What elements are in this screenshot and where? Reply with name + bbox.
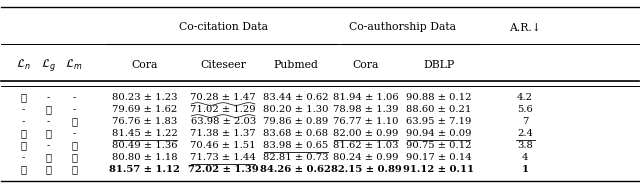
Text: 81.57 ± 1.12: 81.57 ± 1.12 — [109, 165, 180, 174]
Text: 90.94 ± 0.09: 90.94 ± 0.09 — [406, 129, 471, 138]
Text: -: - — [21, 105, 25, 114]
Text: 63.95 ± 7.19: 63.95 ± 7.19 — [406, 117, 471, 126]
Text: ✓: ✓ — [71, 117, 77, 126]
Text: 79.86 ± 0.89: 79.86 ± 0.89 — [263, 117, 328, 126]
Text: -: - — [47, 93, 50, 102]
Text: 63.98 ± 2.03: 63.98 ± 2.03 — [191, 117, 256, 126]
Text: ✓: ✓ — [20, 129, 26, 138]
Text: 1: 1 — [522, 165, 529, 174]
Text: -: - — [21, 117, 25, 126]
Text: DBLP: DBLP — [423, 60, 454, 70]
Text: Cora: Cora — [353, 60, 379, 70]
Text: 83.44 ± 0.62: 83.44 ± 0.62 — [263, 93, 328, 102]
Text: 4: 4 — [522, 153, 529, 162]
Text: Pubmed: Pubmed — [273, 60, 318, 70]
Text: Citeseer: Citeseer — [200, 60, 246, 70]
Text: 82.81 ± 0.73: 82.81 ± 0.73 — [263, 153, 328, 162]
Text: ✓: ✓ — [71, 141, 77, 150]
Text: $\mathcal{L}_m$: $\mathcal{L}_m$ — [65, 58, 83, 72]
Text: ✓: ✓ — [20, 165, 26, 174]
Text: 80.24 ± 0.99: 80.24 ± 0.99 — [333, 153, 399, 162]
Text: ✓: ✓ — [71, 153, 77, 162]
Text: 82.00 ± 0.99: 82.00 ± 0.99 — [333, 129, 399, 138]
Text: Cora: Cora — [132, 60, 158, 70]
Text: 7: 7 — [522, 117, 529, 126]
Text: 80.20 ± 1.30: 80.20 ± 1.30 — [263, 105, 328, 114]
Text: -: - — [47, 117, 50, 126]
Text: 81.45 ± 1.22: 81.45 ± 1.22 — [112, 129, 178, 138]
Text: 80.23 ± 1.23: 80.23 ± 1.23 — [112, 93, 177, 102]
Text: 91.12 ± 0.11: 91.12 ± 0.11 — [403, 165, 474, 174]
Text: 83.68 ± 0.68: 83.68 ± 0.68 — [263, 129, 328, 138]
Text: 76.76 ± 1.83: 76.76 ± 1.83 — [112, 117, 177, 126]
Text: 70.46 ± 1.51: 70.46 ± 1.51 — [190, 141, 256, 150]
Text: ✓: ✓ — [20, 93, 26, 102]
Text: A.R.↓: A.R.↓ — [509, 22, 541, 33]
Text: -: - — [47, 141, 50, 150]
Text: 79.69 ± 1.62: 79.69 ± 1.62 — [112, 105, 177, 114]
Text: ✓: ✓ — [45, 105, 52, 114]
Text: 80.80 ± 1.18: 80.80 ± 1.18 — [112, 153, 177, 162]
Text: ✓: ✓ — [45, 153, 52, 162]
Text: 4.2: 4.2 — [517, 93, 533, 102]
Text: $\mathcal{L}_g$: $\mathcal{L}_g$ — [41, 57, 56, 73]
Text: -: - — [72, 105, 76, 114]
Text: -: - — [72, 129, 76, 138]
Text: 76.77 ± 1.10: 76.77 ± 1.10 — [333, 117, 399, 126]
Text: 3.8: 3.8 — [517, 141, 533, 150]
Text: 81.94 ± 1.06: 81.94 ± 1.06 — [333, 93, 399, 102]
Text: Co-authorship Data: Co-authorship Data — [349, 22, 456, 33]
Text: 88.60 ± 0.21: 88.60 ± 0.21 — [406, 105, 471, 114]
Text: 90.88 ± 0.12: 90.88 ± 0.12 — [406, 93, 471, 102]
Text: 90.75 ± 0.12: 90.75 ± 0.12 — [406, 141, 471, 150]
Text: 78.98 ± 1.39: 78.98 ± 1.39 — [333, 105, 399, 114]
Text: 82.15 ± 0.89: 82.15 ± 0.89 — [330, 165, 401, 174]
Text: -: - — [72, 93, 76, 102]
Text: ✓: ✓ — [45, 129, 52, 138]
Text: $\mathcal{L}_n$: $\mathcal{L}_n$ — [16, 58, 30, 72]
Text: ✓: ✓ — [71, 165, 77, 174]
Text: ✓: ✓ — [45, 165, 52, 174]
Text: 72.02 ± 1.39: 72.02 ± 1.39 — [188, 165, 259, 174]
Text: 84.26 ± 0.62: 84.26 ± 0.62 — [260, 165, 332, 174]
Text: 71.73 ± 1.44: 71.73 ± 1.44 — [190, 153, 256, 162]
Text: Co-citation Data: Co-citation Data — [179, 22, 268, 33]
Text: 80.49 ± 1.36: 80.49 ± 1.36 — [112, 141, 177, 150]
Text: 71.38 ± 1.37: 71.38 ± 1.37 — [190, 129, 256, 138]
Text: 2.4: 2.4 — [517, 129, 533, 138]
Text: 70.28 ± 1.47: 70.28 ± 1.47 — [190, 93, 256, 102]
Text: 83.98 ± 0.65: 83.98 ± 0.65 — [263, 141, 328, 150]
Text: 5.6: 5.6 — [517, 105, 533, 114]
Text: -: - — [21, 153, 25, 162]
Text: 71.02 ± 1.29: 71.02 ± 1.29 — [190, 105, 256, 114]
Text: 90.17 ± 0.14: 90.17 ± 0.14 — [406, 153, 472, 162]
Text: ✓: ✓ — [20, 141, 26, 150]
Text: 81.62 ± 1.03: 81.62 ± 1.03 — [333, 141, 399, 150]
